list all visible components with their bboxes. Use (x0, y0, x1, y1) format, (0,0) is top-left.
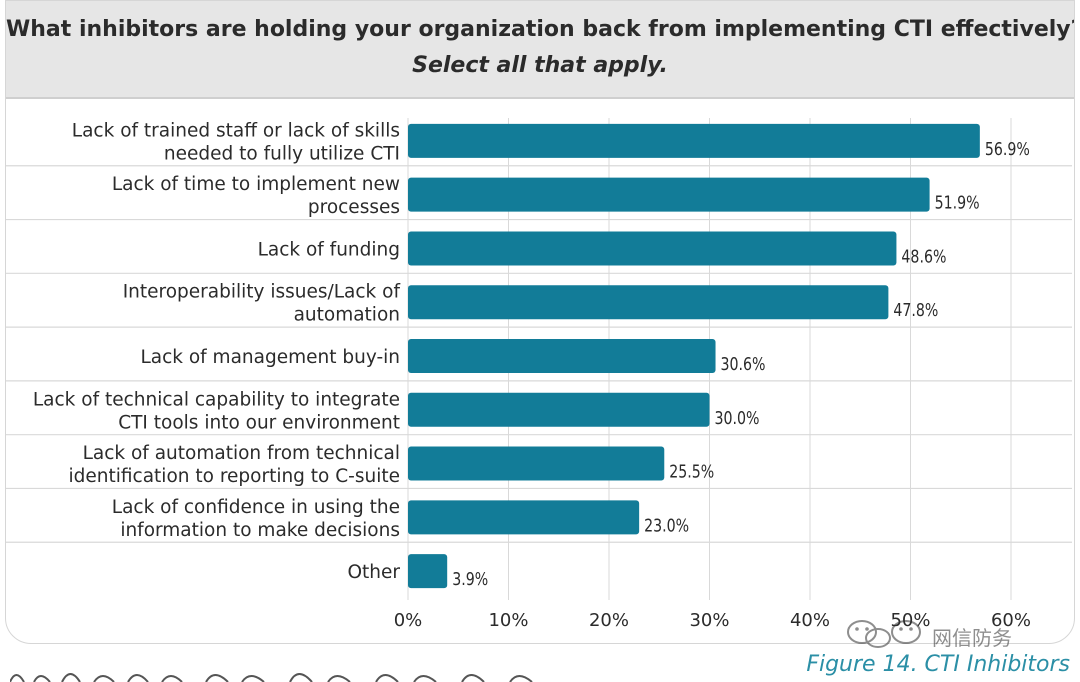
category-label: Lack of management buy-in (140, 347, 400, 368)
value-label: 48.6% (901, 246, 946, 267)
x-tick-label: 20% (589, 610, 629, 631)
watermark-text: 网信防务 (932, 626, 1012, 650)
chart-header: What inhibitors are holding your organiz… (6, 1, 1074, 99)
figure-caption: Figure 14. CTI Inhibitors (806, 652, 1070, 677)
x-tick-label: 60% (991, 610, 1031, 631)
category-label: Lack of time to implement new (112, 174, 400, 195)
chart-frame: What inhibitors are holding your organiz… (5, 0, 1075, 644)
value-label: 47.8% (893, 300, 938, 321)
value-label: 30.6% (721, 354, 766, 375)
bar (408, 123, 980, 158)
category-label: information to make decisions (120, 520, 400, 541)
bar (408, 500, 640, 535)
bar (408, 554, 448, 589)
category-label: Other (347, 562, 400, 583)
value-label: 51.9% (935, 193, 980, 214)
x-tick-label: 50% (890, 610, 930, 631)
category-label: Lack of trained staff or lack of skills (72, 120, 400, 141)
category-label: Lack of automation from technical (83, 443, 400, 464)
watermark: 网信防务 (840, 614, 1050, 654)
value-label: 25.5% (669, 462, 714, 483)
bar (408, 285, 889, 320)
chart-subtitle: Select all that apply. (412, 53, 668, 78)
x-tick-label: 40% (790, 610, 830, 631)
chart-title: What inhibitors are holding your organiz… (6, 17, 1075, 42)
bar (408, 231, 897, 266)
category-label: automation (294, 305, 400, 326)
bar (408, 446, 665, 481)
category-label: needed to fully utilize CTI (164, 143, 400, 164)
bar (408, 392, 710, 427)
cropped-text-fragment (10, 673, 533, 682)
category-label: Lack of technical capability to integrat… (33, 389, 400, 410)
x-tick-label: 30% (689, 610, 729, 631)
category-label: Lack of funding (258, 239, 400, 260)
x-tick-label: 0% (394, 610, 423, 631)
category-label: identification to reporting to C-suite (69, 466, 401, 487)
category-label: processes (308, 197, 400, 218)
bar (408, 339, 716, 373)
value-label: 56.9% (985, 139, 1030, 160)
bar (408, 177, 930, 212)
wechat-icon (847, 620, 921, 648)
category-label: CTI tools into our environment (118, 412, 400, 433)
value-label: 23.0% (644, 515, 689, 536)
category-label: Lack of confidence in using the (112, 497, 400, 518)
value-label: 30.0% (715, 408, 760, 429)
category-label: Interoperability issues/Lack of (123, 282, 401, 303)
value-label: 3.9% (452, 569, 488, 590)
x-tick-label: 10% (488, 610, 528, 631)
